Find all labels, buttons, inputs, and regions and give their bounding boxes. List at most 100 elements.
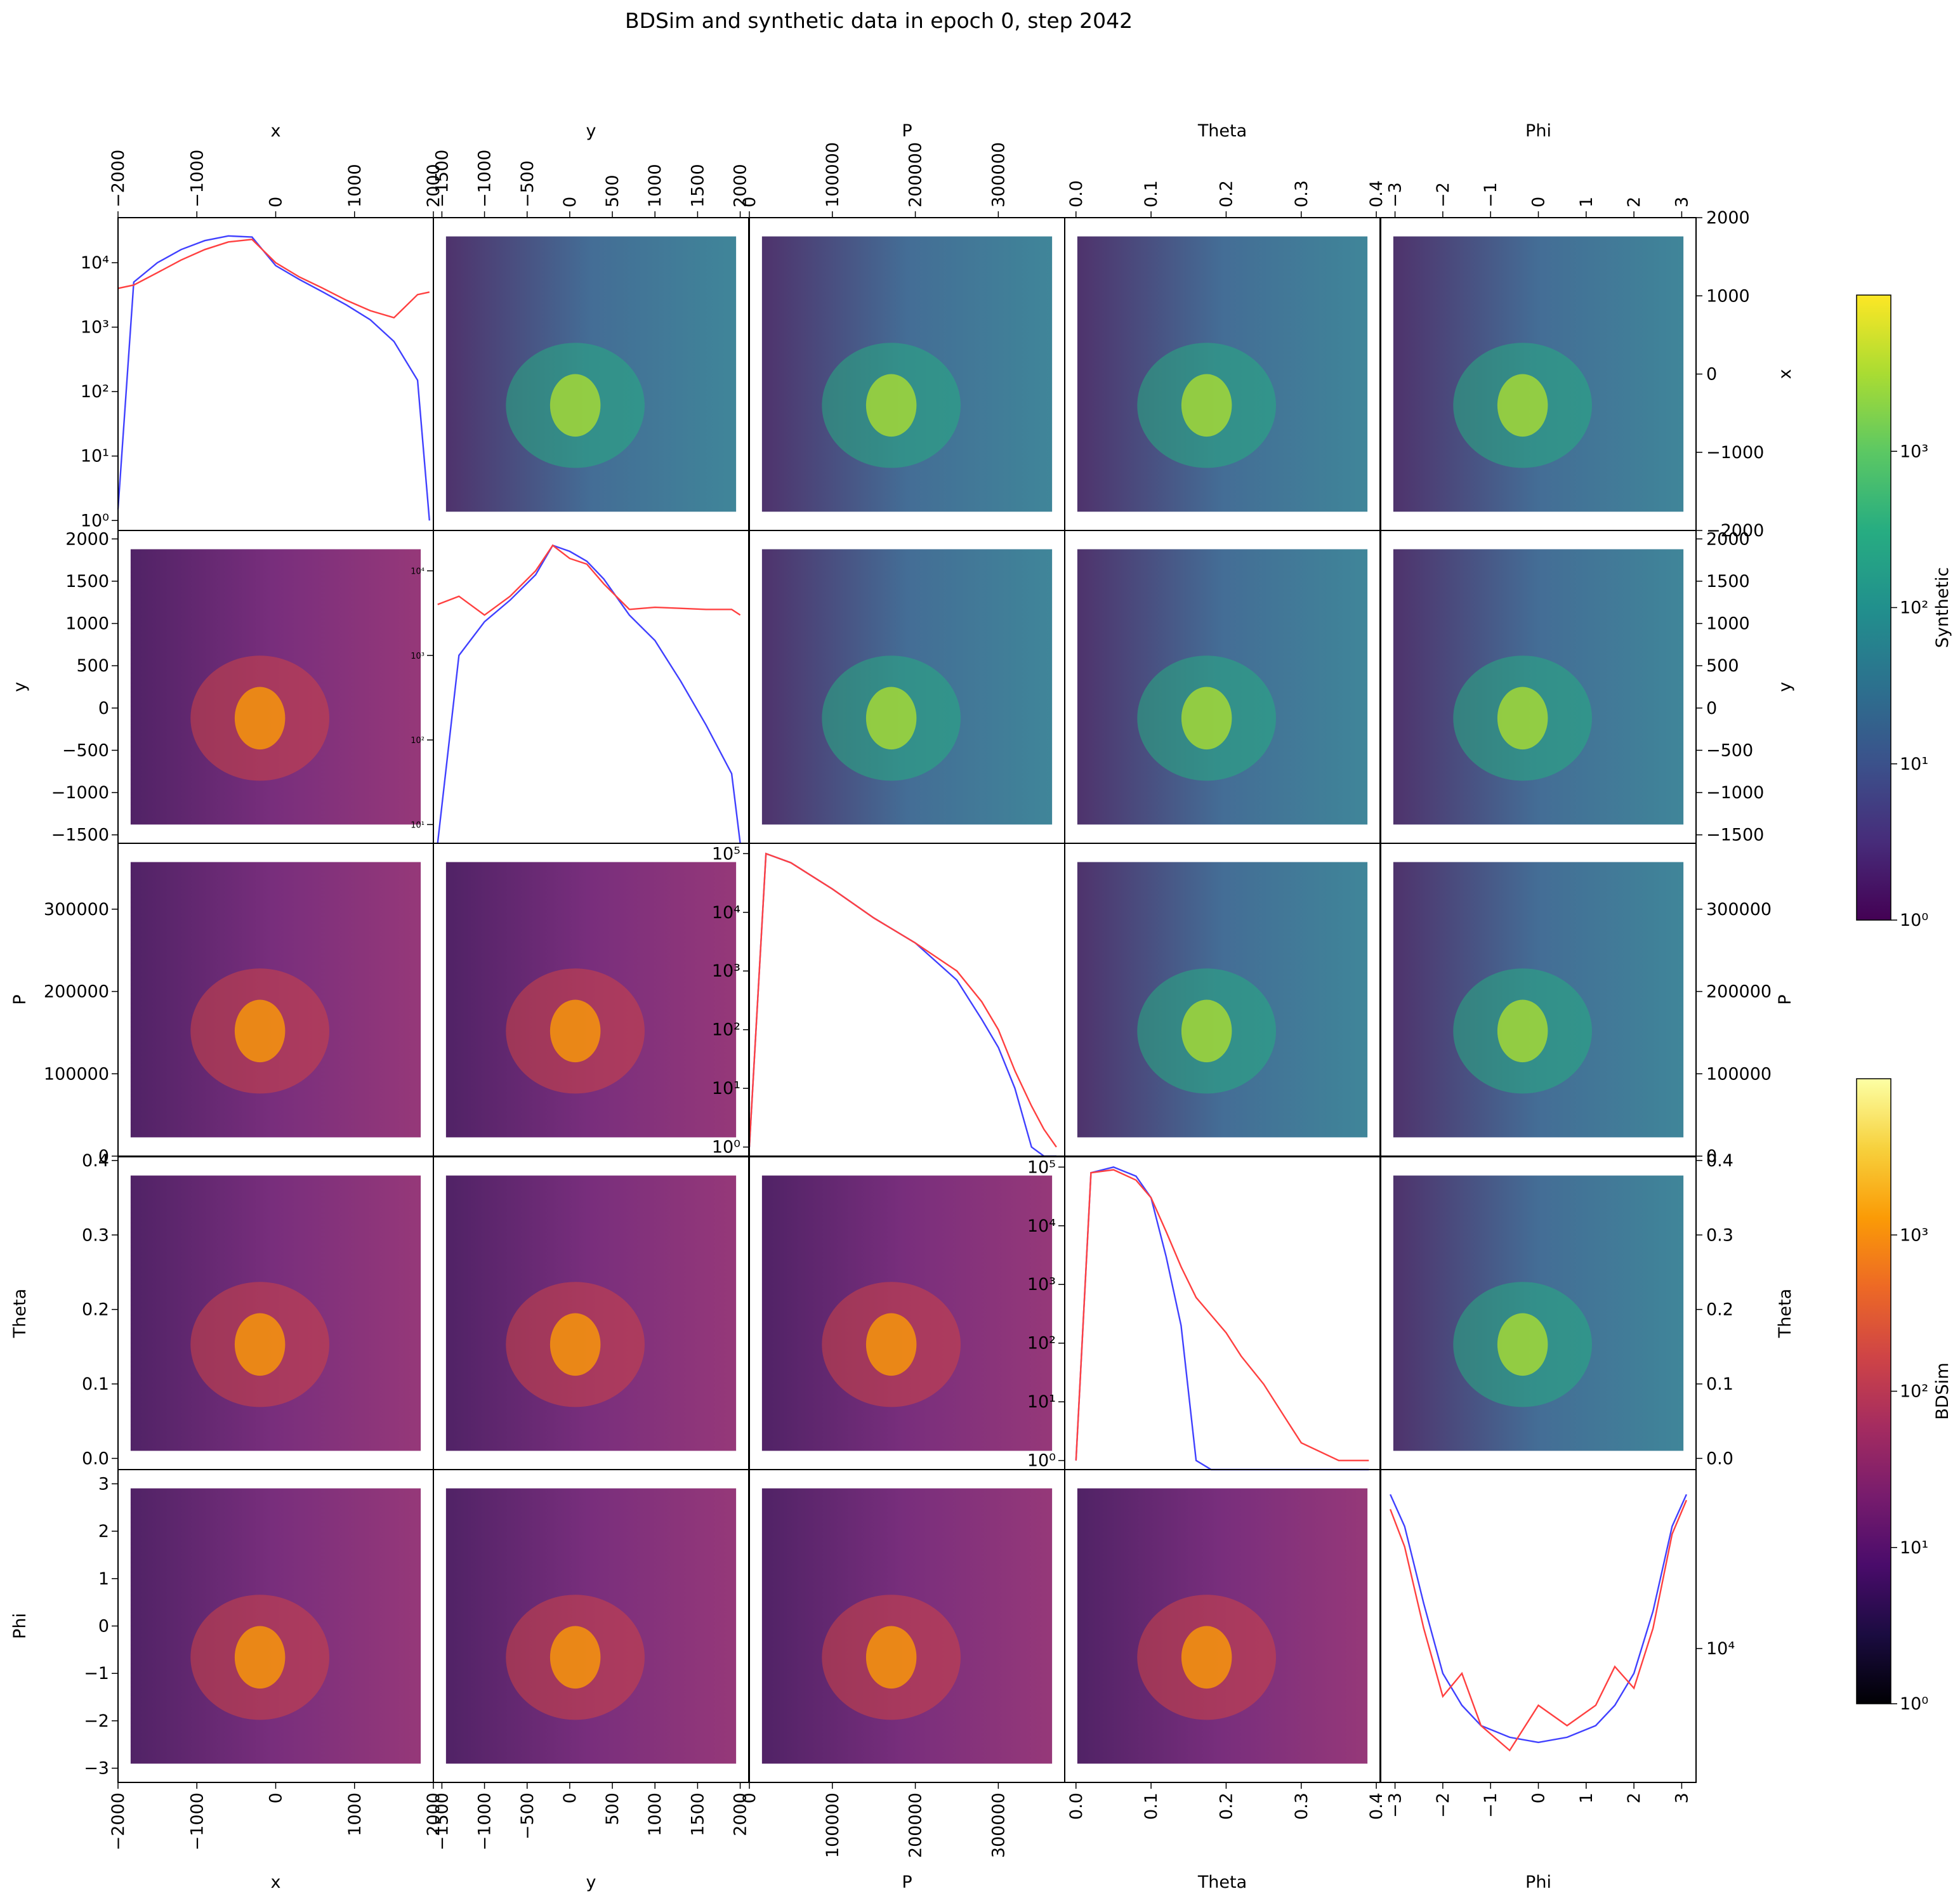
heatmap-P-vs-y bbox=[761, 549, 1053, 825]
subplot-frame bbox=[1064, 1156, 1381, 1470]
right-ytick-label-Theta: 0.4 bbox=[1706, 1151, 1733, 1171]
colorbar-tick-label: 10³ bbox=[1900, 1225, 1928, 1245]
heatmap-y-vs-P bbox=[445, 862, 737, 1138]
heatmap-x-vs-Phi bbox=[130, 1488, 421, 1764]
top-xtick-label-Phi: −3 bbox=[1386, 182, 1405, 207]
right-ytick-label-x: 0 bbox=[1706, 365, 1717, 385]
bottom-xtick-label-P: 300000 bbox=[989, 1793, 1008, 1858]
density-peak bbox=[865, 687, 917, 750]
top-xtick-label-y: −1000 bbox=[475, 150, 495, 207]
left-ytick-label-Phi: 1 bbox=[98, 1569, 109, 1589]
synthetic-hist-y bbox=[437, 544, 741, 844]
diag-ytick-label-Theta: 10⁵ bbox=[1027, 1157, 1056, 1177]
bottom-xtick-label-Phi: 3 bbox=[1672, 1793, 1692, 1803]
diag-ytick-label-x: 10³ bbox=[81, 318, 109, 338]
heatmap-y-vs-x bbox=[445, 236, 737, 512]
right-ytick-label-y: −1500 bbox=[1706, 826, 1764, 845]
heatmap-x-vs-Theta bbox=[130, 1175, 421, 1451]
density-peak bbox=[234, 687, 286, 750]
left-yaxis-label-Theta: Theta bbox=[10, 1289, 30, 1338]
bottom-xtick-label-Phi: 2 bbox=[1624, 1793, 1644, 1803]
left-ytick-label-Phi: −1 bbox=[84, 1664, 109, 1683]
heatmap-Theta-vs-Phi bbox=[1077, 1488, 1368, 1764]
left-ytick-label-Theta: 0.0 bbox=[82, 1449, 109, 1468]
bottom-xtick-label-Theta: 0.0 bbox=[1067, 1793, 1086, 1820]
right-yaxis-label-Theta: Theta bbox=[1775, 1289, 1795, 1338]
left-ytick-label-P: 0 bbox=[98, 1147, 109, 1166]
diag-ytick-label-P: 10² bbox=[712, 1020, 740, 1040]
density-peak bbox=[1181, 999, 1232, 1063]
subplot-P-Phi bbox=[1380, 843, 1697, 1157]
left-ytick-label-Phi: −2 bbox=[84, 1711, 109, 1731]
top-xtick-label-x: 1000 bbox=[345, 164, 365, 207]
density-peak bbox=[234, 1626, 286, 1689]
density-peak bbox=[234, 999, 286, 1063]
right-ytick-label-y: −1000 bbox=[1706, 783, 1764, 803]
top-xtick-label-P: 300000 bbox=[989, 142, 1008, 207]
colorbar-tick-label: 10¹ bbox=[1900, 754, 1928, 774]
bottom-xtick-label-y: 1500 bbox=[688, 1793, 707, 1836]
colorbar-tick-label: 10⁰ bbox=[1900, 1694, 1928, 1714]
density-peak bbox=[549, 374, 601, 437]
density-peak bbox=[1181, 1626, 1232, 1689]
bottom-xtick-label-Phi: −1 bbox=[1481, 1793, 1501, 1818]
density-peak bbox=[865, 1626, 917, 1689]
right-yaxis-label-y: y bbox=[1775, 681, 1795, 692]
diag-ytick-label-P: 10⁴ bbox=[712, 903, 740, 923]
density-peak bbox=[865, 1313, 917, 1376]
bottom-xaxis-label-P: P bbox=[902, 1873, 912, 1892]
bottom-xtick-label-y: −1500 bbox=[432, 1793, 452, 1850]
bdsim-hist-y bbox=[437, 544, 741, 616]
top-xtick-label-Phi: 3 bbox=[1672, 197, 1692, 207]
left-ytick-label-Phi: 3 bbox=[98, 1474, 109, 1494]
density-peak bbox=[549, 1313, 601, 1376]
diag-ytick-label-Theta: 10⁴ bbox=[1027, 1216, 1056, 1236]
heatmap-Phi-vs-P bbox=[1393, 862, 1684, 1138]
diag-ytick-label-x: 10⁴ bbox=[81, 253, 109, 273]
subplot-P-Theta bbox=[1064, 843, 1381, 1157]
bottom-xtick-label-Phi: −2 bbox=[1433, 1793, 1453, 1818]
top-xtick-label-Theta: 0.2 bbox=[1216, 180, 1236, 207]
top-xtick-label-Phi: 0 bbox=[1529, 197, 1549, 207]
left-ytick-label-Theta: 0.1 bbox=[82, 1374, 109, 1394]
bottom-xtick-label-Theta: 0.3 bbox=[1292, 1793, 1312, 1820]
heatmap-y-vs-Theta bbox=[445, 1175, 737, 1451]
left-yaxis-label-y: y bbox=[10, 681, 30, 692]
top-xtick-label-y: 500 bbox=[603, 174, 622, 207]
subplot-frame bbox=[749, 843, 1065, 1157]
diag-ytick-label-Theta: 10⁰ bbox=[1027, 1451, 1056, 1471]
density-peak bbox=[1181, 374, 1232, 437]
bottom-xaxis-label-Theta: Theta bbox=[1197, 1873, 1247, 1892]
top-xtick-label-y: 0 bbox=[560, 197, 580, 207]
top-xtick-label-Theta: 0.3 bbox=[1292, 180, 1312, 207]
diag-ytick-label-Theta: 10³ bbox=[1027, 1275, 1056, 1294]
bdsim-hist-P bbox=[748, 852, 1057, 1148]
colorbar-tick-label: 10³ bbox=[1900, 442, 1928, 461]
left-ytick-label-Phi: 2 bbox=[98, 1522, 109, 1541]
heatmap-Theta-vs-x bbox=[1077, 236, 1368, 512]
density-peak bbox=[549, 1626, 601, 1689]
diag-ytick-label-P: 10³ bbox=[712, 961, 740, 981]
left-ytick-label-Theta: 0.4 bbox=[82, 1151, 109, 1171]
synthetic-hist-Theta bbox=[1075, 1166, 1369, 1471]
top-xtick-label-y: 1500 bbox=[688, 164, 707, 207]
right-ytick-label-Theta: 0.3 bbox=[1706, 1225, 1733, 1245]
right-ytick-label-Theta: 0.2 bbox=[1706, 1300, 1733, 1320]
top-xtick-label-Theta: 0.1 bbox=[1141, 180, 1161, 207]
subplot-x-P bbox=[749, 217, 1065, 531]
right-ytick-label-y: 1000 bbox=[1706, 614, 1750, 634]
diag-ytick-label-Phi: 10⁴ bbox=[1706, 1639, 1735, 1659]
left-ytick-label-y: 1000 bbox=[65, 614, 109, 634]
subplot-y-Theta bbox=[1064, 530, 1381, 844]
right-ytick-label-y: 0 bbox=[1706, 699, 1717, 718]
density-peak bbox=[1497, 374, 1548, 437]
diag-ytick-label-x: 10⁰ bbox=[81, 511, 109, 530]
subplot-Theta-P bbox=[749, 1156, 1065, 1470]
subplot-frame bbox=[433, 530, 749, 844]
bottom-xaxis-label-x: x bbox=[271, 1873, 281, 1892]
heatmap-x-vs-y bbox=[130, 549, 421, 825]
bottom-xtick-label-x: 0 bbox=[266, 1793, 286, 1803]
top-xtick-label-P: 0 bbox=[740, 197, 760, 207]
top-xtick-label-x: −1000 bbox=[187, 150, 207, 207]
bottom-xtick-label-y: −500 bbox=[518, 1793, 537, 1840]
